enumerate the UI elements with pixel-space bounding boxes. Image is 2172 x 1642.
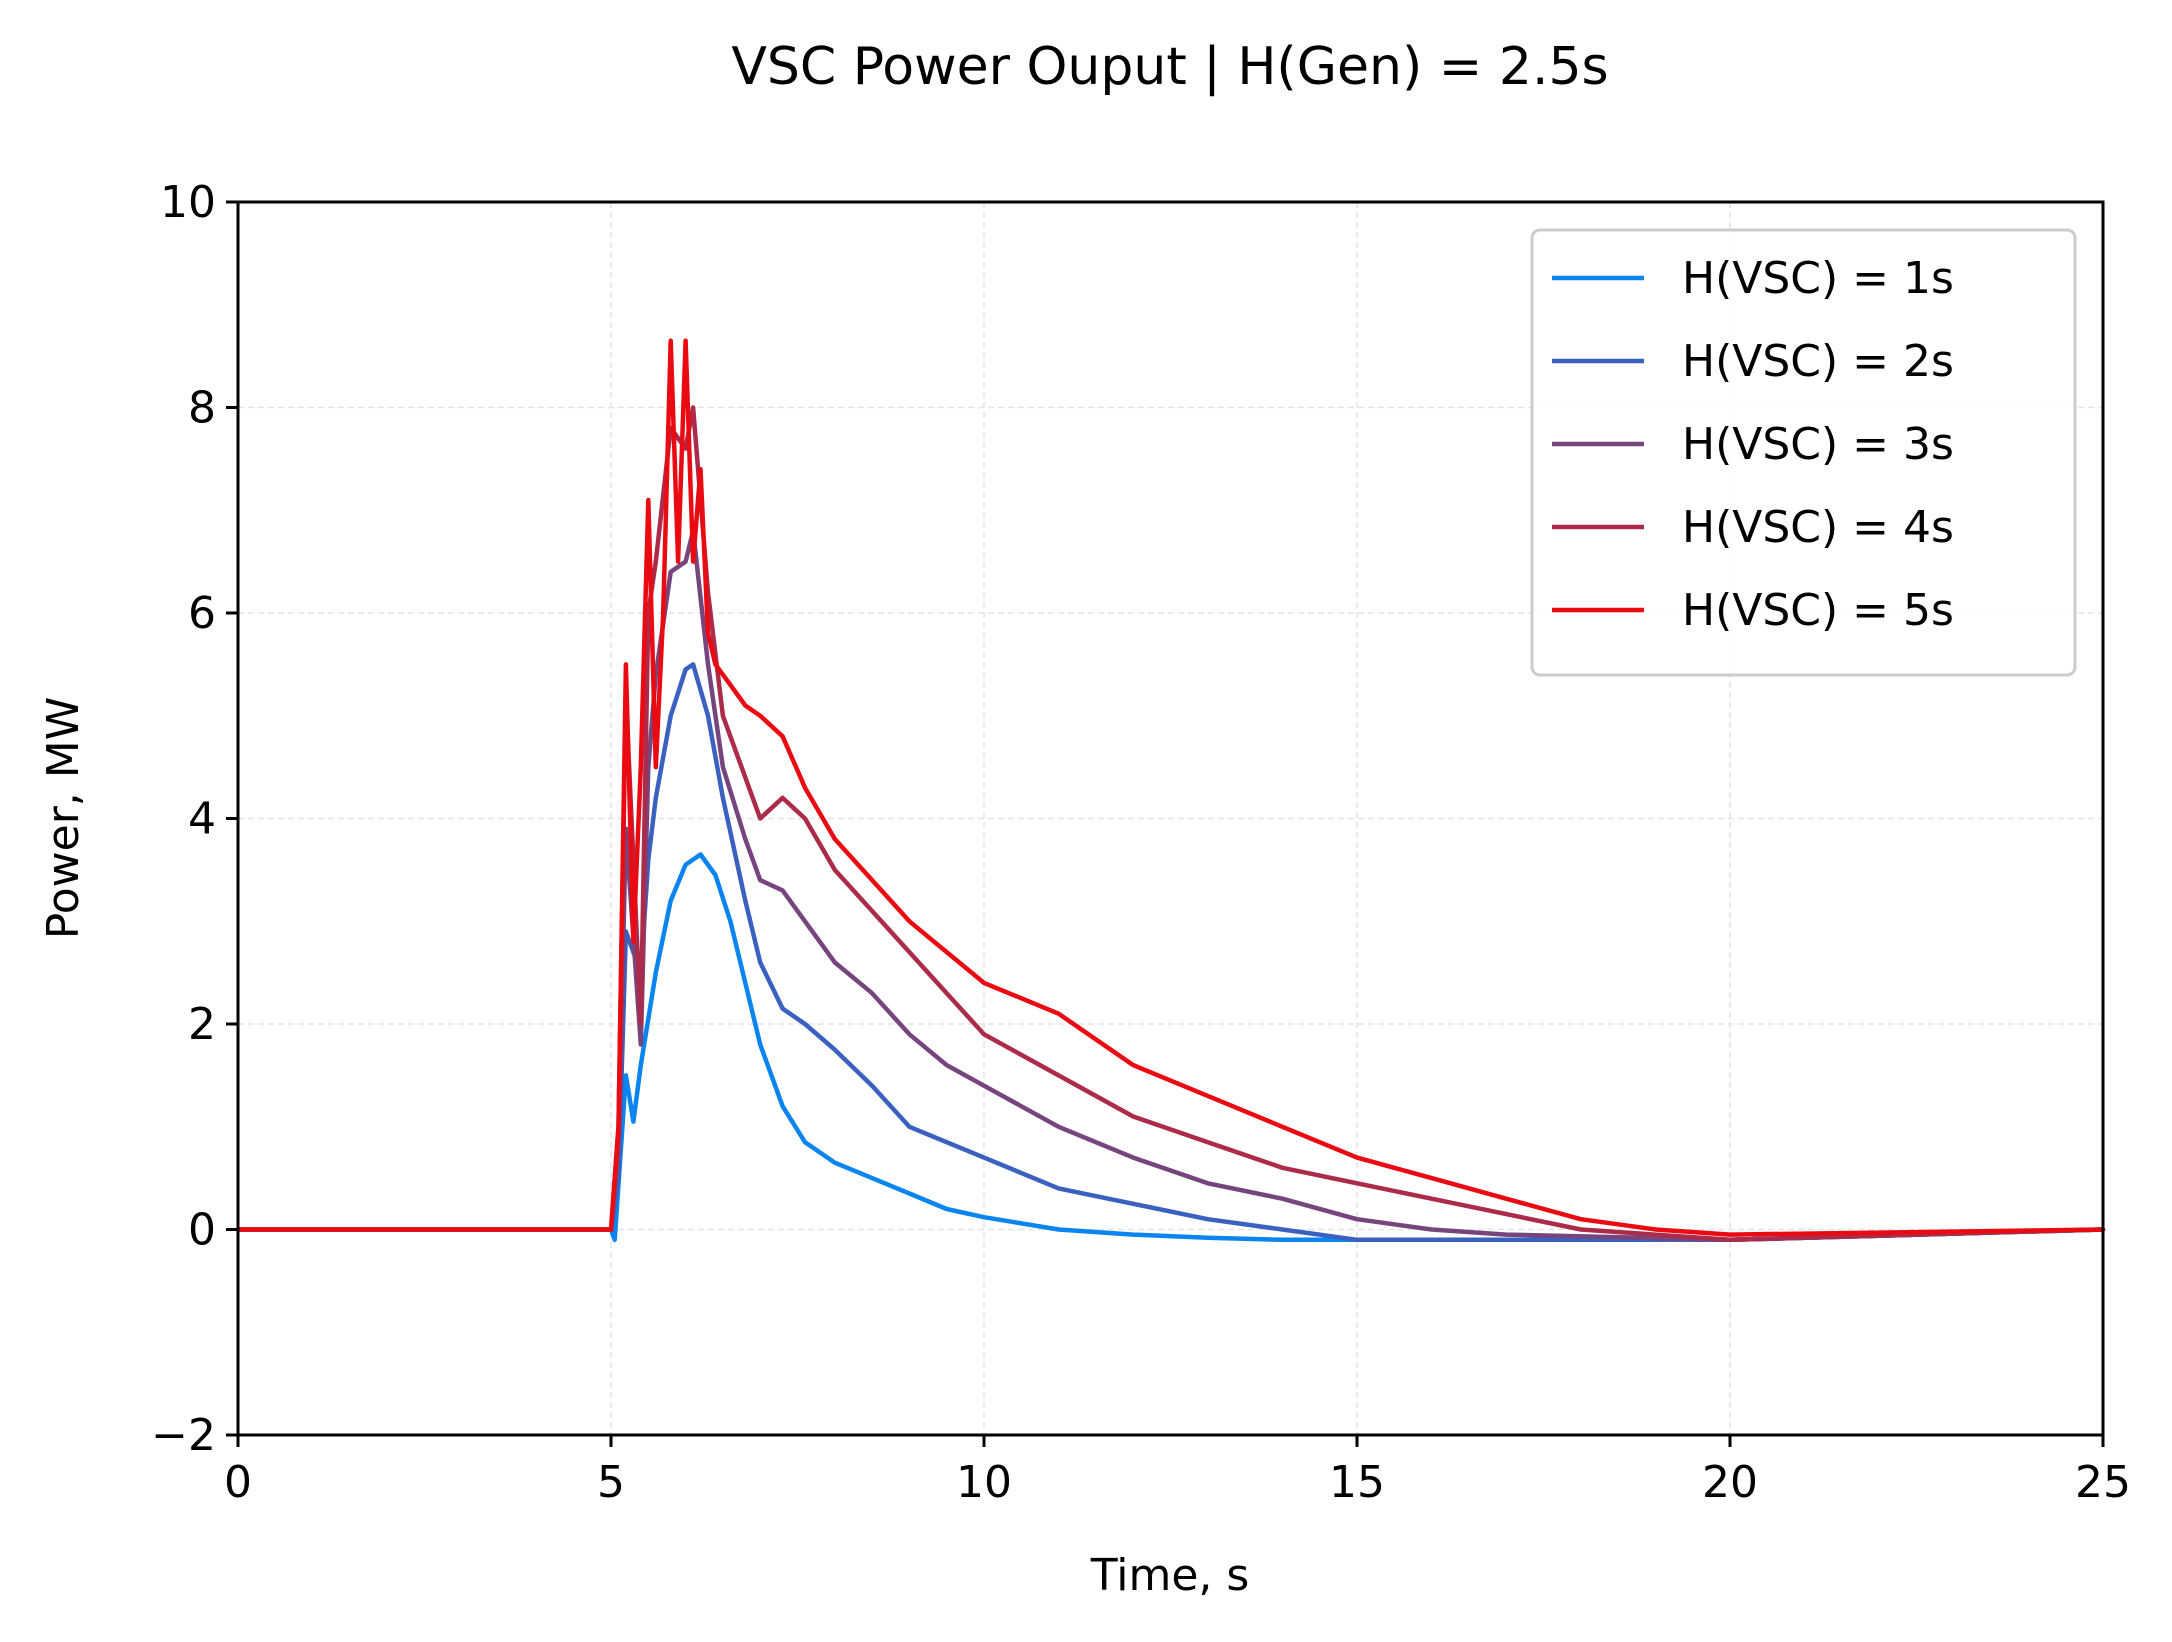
x-tick-label: 20 [1702, 1457, 1758, 1508]
y-axis-label: Power, MW [38, 697, 89, 939]
y-tick-label: 4 [188, 794, 216, 845]
x-axis-label: Time, s [1090, 1550, 1250, 1601]
series-line-4 [235, 405, 2106, 1243]
legend-label: H(VSC) = 4s [1682, 502, 1954, 553]
legend-label: H(VSC) = 1s [1682, 253, 1954, 304]
y-tick-label: 8 [188, 383, 216, 434]
y-tick-label: −2 [151, 1410, 216, 1461]
legend-label: H(VSC) = 5s [1682, 585, 1954, 636]
x-axis-ticks: 0 5 10 15 20 25 [224, 1435, 2131, 1508]
y-tick-label: 10 [160, 177, 216, 228]
chart-title: VSC Power Ouput | H(Gen) = 2.5s [731, 37, 1608, 97]
x-tick-label: 5 [597, 1457, 625, 1508]
legend-box [1530, 228, 2077, 677]
legend-label: H(VSC) = 2s [1682, 336, 1954, 387]
series-line-2 [235, 662, 2106, 1243]
legend-label: H(VSC) = 3s [1682, 419, 1954, 470]
y-tick-label: 0 [188, 1205, 216, 1256]
y-axis-ticks: −2 0 2 4 6 8 10 [151, 177, 238, 1461]
legend: H(VSC) = 1s H(VSC) = 2s H(VSC) = 3s H(VSC) … [1530, 228, 2077, 677]
y-tick-label: 6 [188, 588, 216, 639]
series-line-3 [235, 528, 2106, 1243]
series-line-5 [235, 338, 2106, 1237]
series-layer [235, 338, 2106, 1243]
x-tick-label: 15 [1329, 1457, 1385, 1508]
x-tick-label: 25 [2075, 1457, 2131, 1508]
x-tick-label: 0 [224, 1457, 252, 1508]
x-tick-label: 10 [956, 1457, 1012, 1508]
y-tick-label: 2 [188, 999, 216, 1050]
series-line-1 [235, 852, 2106, 1243]
